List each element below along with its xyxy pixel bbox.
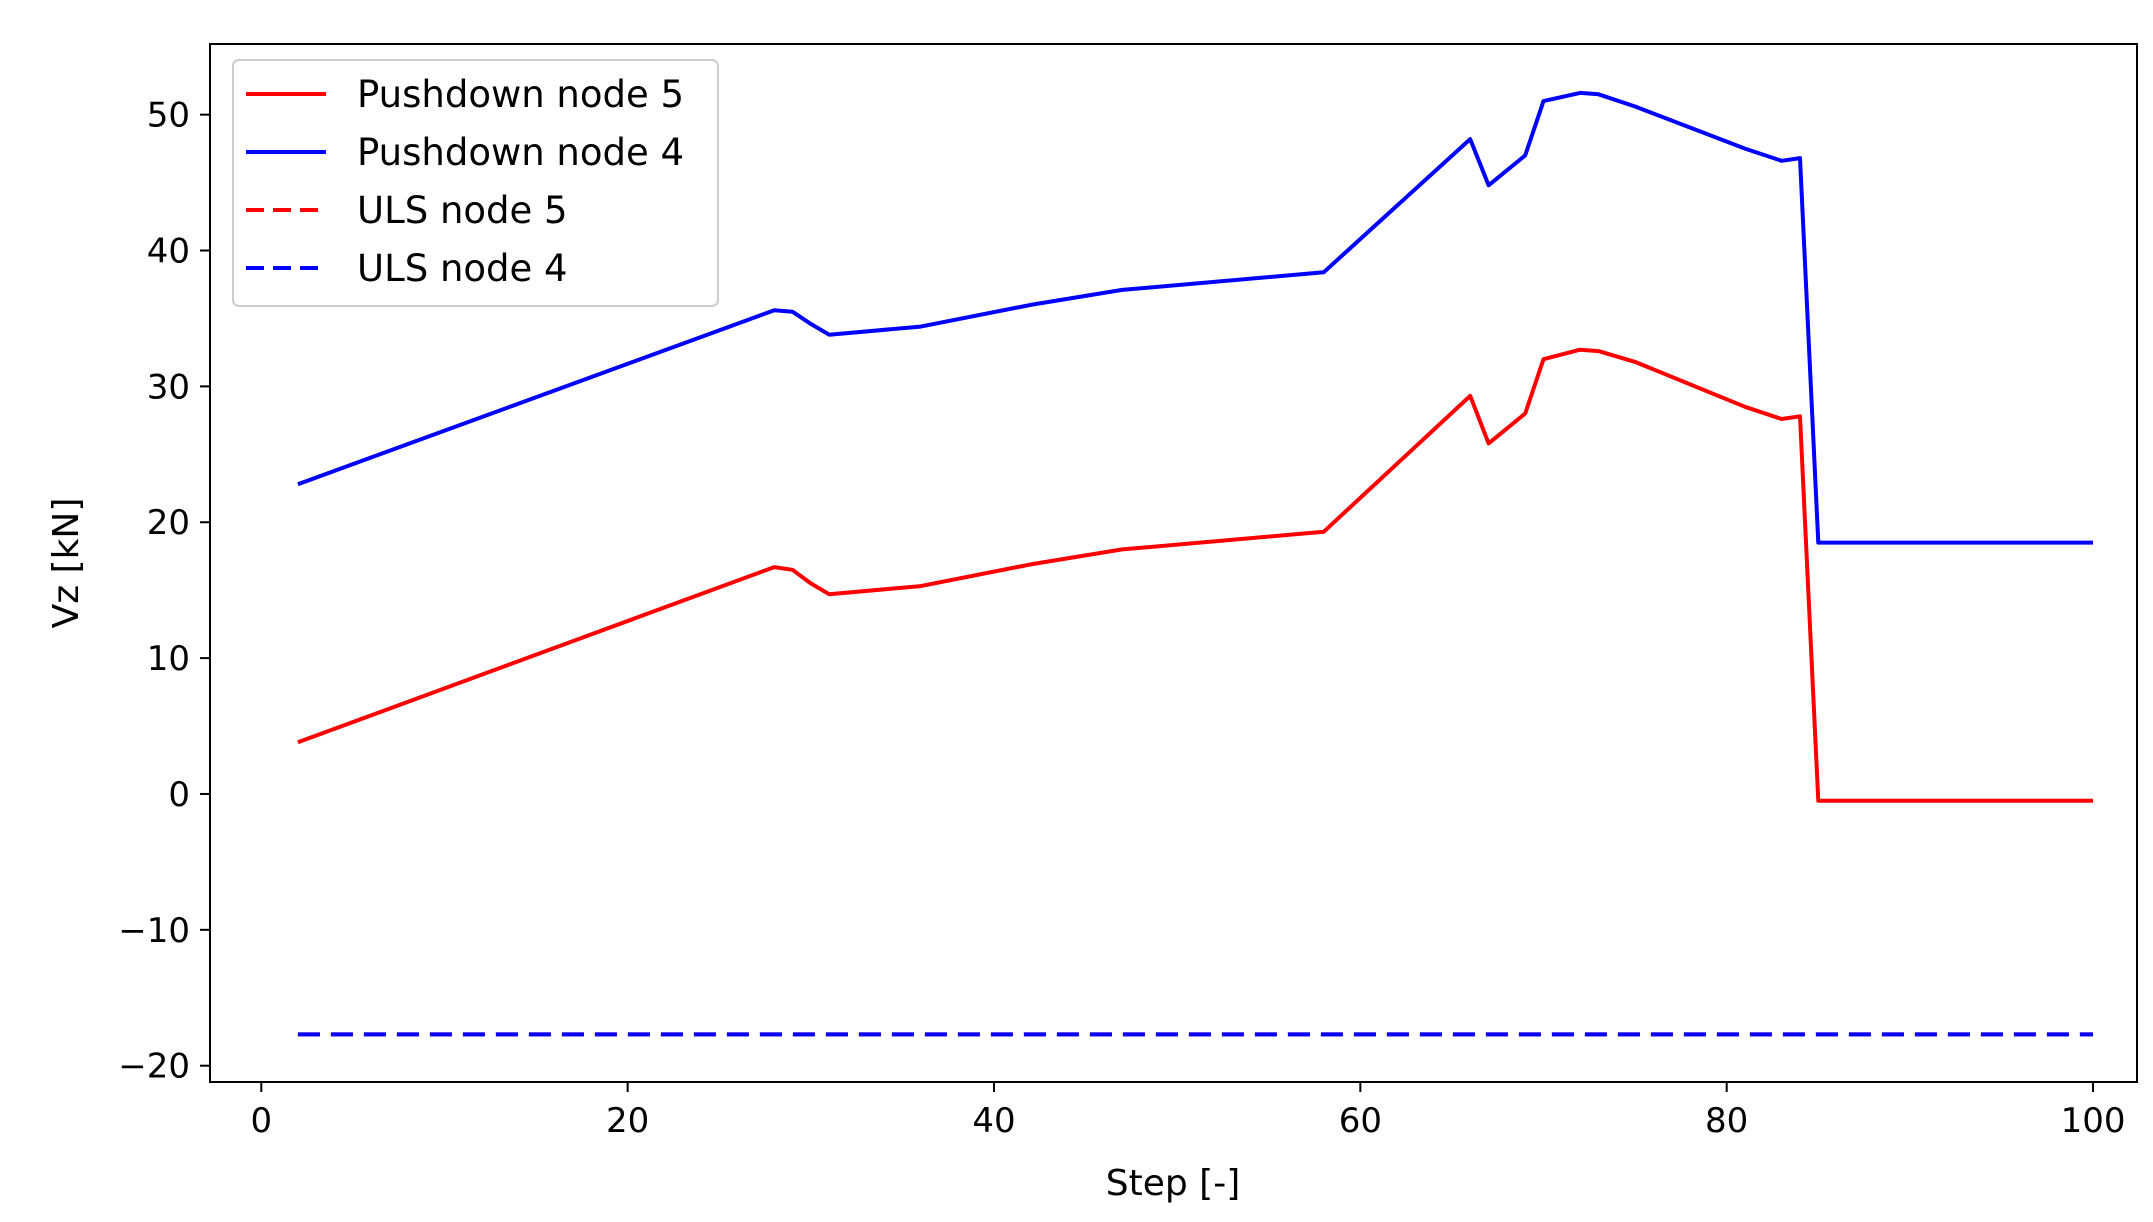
y-tick-label: −20 [118, 1047, 190, 1087]
x-tick-label: 100 [2061, 1101, 2126, 1141]
legend-label: ULS node 4 [357, 247, 568, 290]
x-tick-label: 40 [972, 1101, 1015, 1141]
y-tick-label: −10 [118, 911, 190, 951]
series-layer [297, 90, 2093, 1037]
y-tick-label: 10 [147, 639, 190, 679]
legend-label: Pushdown node 4 [357, 131, 684, 174]
y-tick-label: 50 [147, 96, 190, 136]
ticks-layer: 0 20 40 60 80 100 −20 −10 0 10 20 30 40 50 [118, 96, 2125, 1141]
x-tick-label: 20 [606, 1101, 649, 1141]
x-tick-label: 60 [1339, 1101, 1382, 1141]
y-tick-label: 20 [147, 503, 190, 543]
legend-label: Pushdown node 5 [357, 73, 684, 116]
legend-box [232, 59, 719, 307]
x-tick-label: 0 [250, 1101, 272, 1141]
x-axis-label: Step [-] [1106, 1163, 1241, 1204]
plot-area-frame [209, 43, 2138, 1083]
y-tick-label: 40 [147, 232, 190, 272]
y-tick-label: 30 [147, 367, 190, 407]
y-tick-label: 0 [168, 775, 190, 815]
y-axis-label: Vz [kN] [46, 498, 87, 629]
legend: Pushdown node 5 Pushdown node 4 ULS node 5… [232, 59, 719, 307]
series-line-1 [297, 347, 2093, 803]
legend-label: ULS node 5 [357, 189, 568, 232]
x-tick-label: 80 [1705, 1101, 1748, 1141]
series-line-2 [297, 90, 2093, 545]
